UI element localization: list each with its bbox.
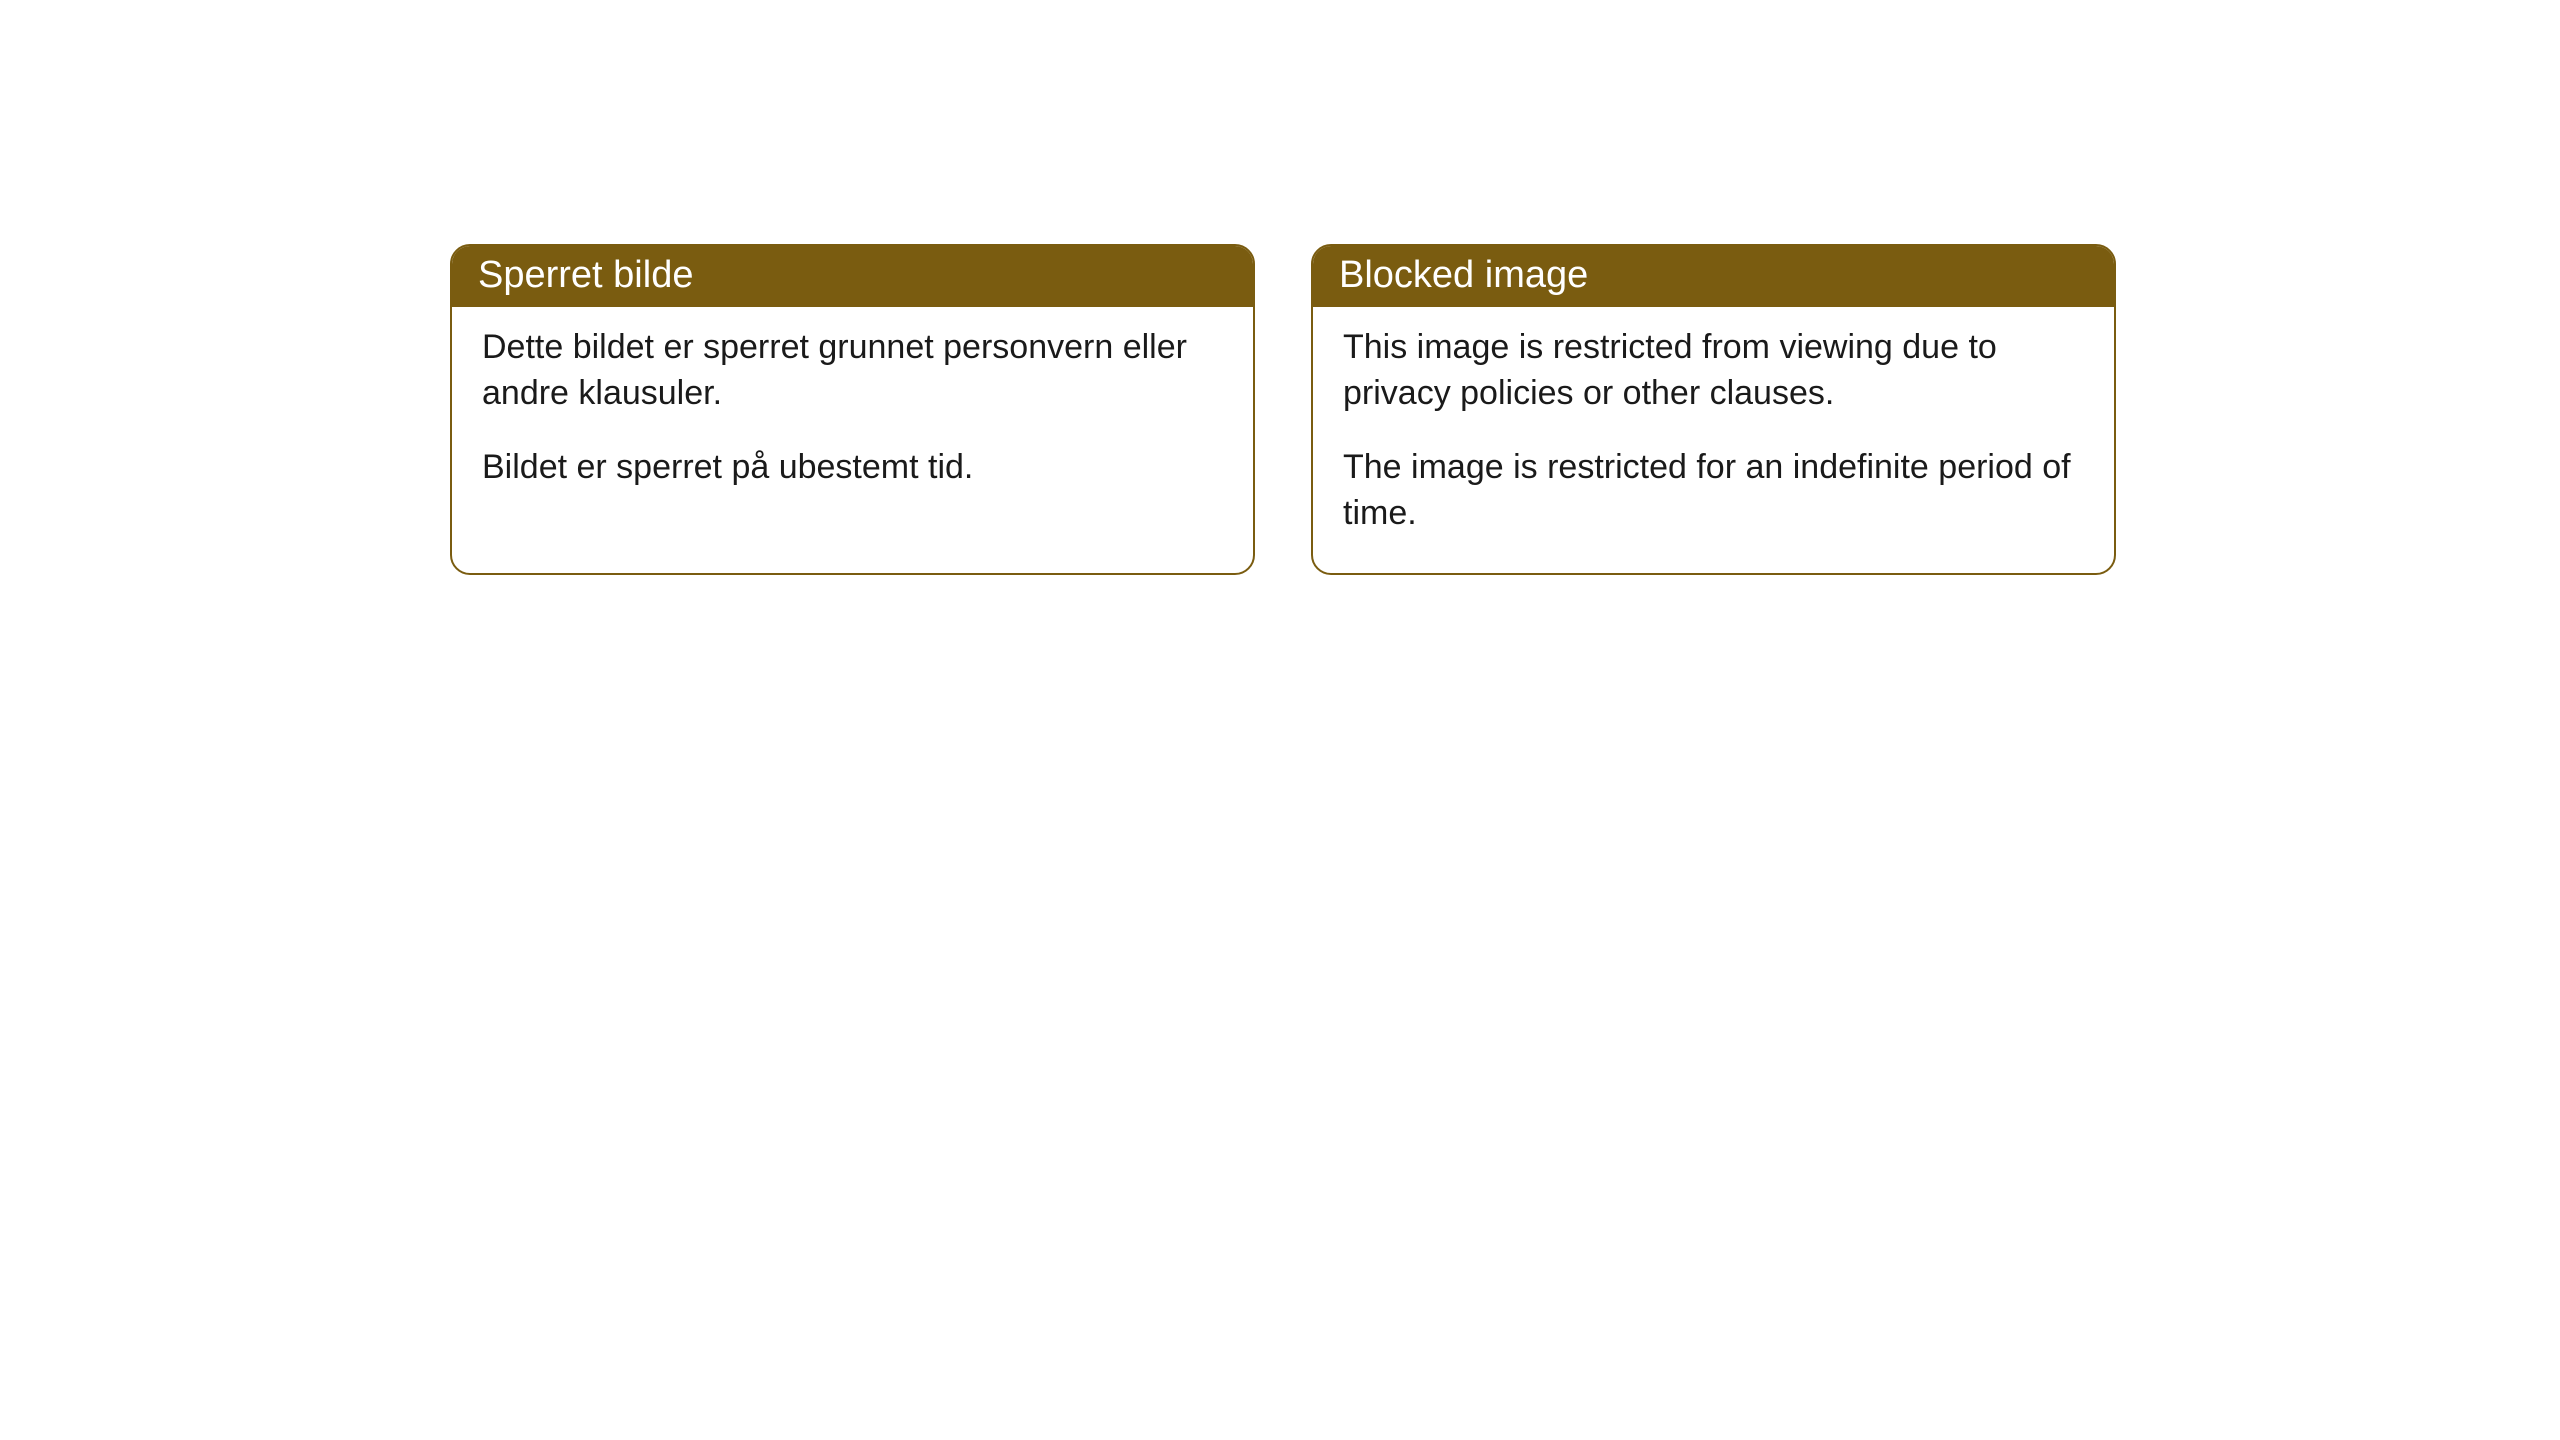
notice-container: Sperret bilde Dette bildet er sperret gr… [450,244,2116,575]
card-body: This image is restricted from viewing du… [1313,307,2114,573]
card-header: Blocked image [1313,246,2114,307]
card-paragraph: Dette bildet er sperret grunnet personve… [482,325,1223,417]
card-paragraph: Bildet er sperret på ubestemt tid. [482,445,1223,491]
card-header: Sperret bilde [452,246,1253,307]
card-paragraph: The image is restricted for an indefinit… [1343,445,2084,537]
card-paragraph: This image is restricted from viewing du… [1343,325,2084,417]
notice-card-english: Blocked image This image is restricted f… [1311,244,2116,575]
notice-card-norwegian: Sperret bilde Dette bildet er sperret gr… [450,244,1255,575]
card-body: Dette bildet er sperret grunnet personve… [452,307,1253,527]
card-title: Sperret bilde [478,254,693,296]
card-title: Blocked image [1339,254,1588,296]
